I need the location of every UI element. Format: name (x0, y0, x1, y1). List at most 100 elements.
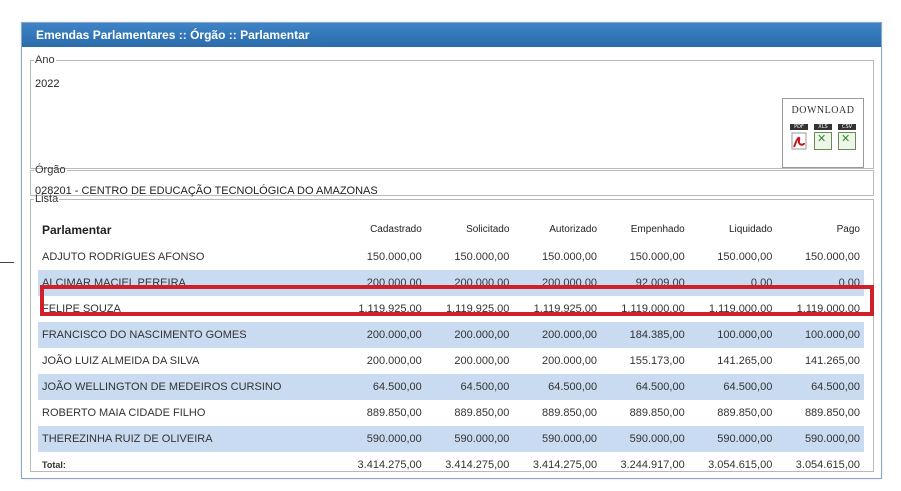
download-title: DOWNLOAD (791, 105, 855, 116)
cell-cadastrado: 590.000,00 (338, 426, 426, 452)
cell-pago: 150.000,00 (804, 251, 860, 263)
cell-autorizado: 590.000,00 (513, 426, 602, 452)
cell-autorizado: 200.000,00 (542, 355, 598, 367)
xls-tag: XLS (814, 124, 832, 130)
lista-fieldset: Lista Parlamentar Cadastrado Solicitado … (30, 193, 874, 472)
cell-pago: 1.119.000,00 (796, 303, 860, 315)
col-cadastrado[interactable]: Cadastrado (338, 215, 426, 244)
table-header-row: Parlamentar Cadastrado Solicitado Autori… (38, 215, 864, 244)
total-pago: 3.054.615,00 (795, 459, 860, 471)
csv-tag: CSV (838, 124, 856, 130)
col-liquidado[interactable]: Liquidado (688, 215, 777, 244)
pdf-icon (791, 132, 807, 150)
xls-icon (814, 132, 832, 150)
download-csv-button[interactable]: CSV (838, 124, 856, 150)
cell-cadastrado: 1.119.925,00 (358, 303, 422, 315)
total-cadastrado: 3.414.275,00 (357, 459, 422, 471)
cell-pago: 64.500,00 (776, 374, 864, 400)
cell-empenhado: 150.000,00 (629, 251, 685, 263)
cell-autorizado: 200.000,00 (513, 322, 602, 348)
cell-empenhado: 590.000,00 (601, 426, 689, 452)
cell-solicitado: 200.000,00 (425, 270, 514, 296)
cell-autorizado: 889.850,00 (542, 407, 598, 419)
cell-parlamentar: FRANCISCO DO NASCIMENTO GOMES (38, 322, 339, 348)
download-xls-button[interactable]: XLS (814, 124, 832, 150)
cell-autorizado: 150.000,00 (542, 251, 598, 263)
table-row: ADJUTO RODRIGUES AFONSO 150.000,00 150.0… (38, 244, 864, 270)
cell-solicitado: 200.000,00 (425, 322, 514, 348)
cell-liquidado: 590.000,00 (688, 426, 777, 452)
cell-cadastrado: 889.850,00 (366, 407, 422, 419)
table-row: JOÃO LUIZ ALMEIDA DA SILVA 200.000,00 20… (38, 348, 864, 374)
cell-parlamentar: ROBERTO MAIA CIDADE FILHO (42, 407, 206, 419)
emendas-panel: Emendas Parlamentares :: Órgão :: Parlam… (21, 22, 882, 479)
cell-liquidado: 150.000,00 (717, 251, 773, 263)
margin-tick (0, 262, 14, 263)
cell-pago: 0,00 (776, 270, 864, 296)
total-row: Total: 3.414.275,00 3.414.275,00 3.414.2… (38, 452, 864, 478)
table-row: ALCIMAR MACIEL PEREIRA 200.000,00 200.00… (38, 270, 864, 296)
cell-cadastrado: 200.000,00 (366, 355, 422, 367)
orgao-legend: Órgão (35, 164, 66, 176)
cell-liquidado: 100.000,00 (688, 322, 777, 348)
download-pdf-button[interactable]: PDF (790, 124, 808, 150)
cell-liquidado: 0,00 (688, 270, 777, 296)
lista-legend: Lista (35, 193, 59, 205)
cell-empenhado: 92.009,00 (601, 270, 689, 296)
cell-solicitado: 1.119.925,00 (446, 303, 510, 315)
cell-cadastrado: 200.000,00 (338, 322, 426, 348)
cell-liquidado: 141.265,00 (717, 355, 773, 367)
cell-empenhado: 155.173,00 (629, 355, 685, 367)
col-pago[interactable]: Pago (776, 215, 864, 244)
emendas-table: Parlamentar Cadastrado Solicitado Autori… (38, 215, 864, 478)
orgao-value: 028201 - CENTRO DE EDUCAÇÃO TECNOLÓGICA … (35, 185, 378, 197)
cell-parlamentar: FELIPE SOUZA (42, 303, 121, 315)
cell-parlamentar: ALCIMAR MACIEL PEREIRA (38, 270, 339, 296)
ano-value: 2022 (35, 78, 60, 90)
ano-fieldset: Ano 2022 DOWNLOAD PDF XLS CSV (30, 54, 874, 169)
cell-liquidado: 1.119.000,00 (708, 303, 773, 315)
cell-solicitado: 200.000,00 (454, 355, 510, 367)
total-autorizado: 3.414.275,00 (532, 459, 598, 471)
panel-title: Emendas Parlamentares :: Órgão :: Parlam… (22, 23, 881, 47)
col-empenhado[interactable]: Empenhado (601, 215, 689, 244)
total-empenhado: 3.244.917,00 (620, 459, 685, 471)
cell-parlamentar: THEREZINHA RUIZ DE OLIVEIRA (38, 426, 339, 452)
cell-pago: 590.000,00 (776, 426, 864, 452)
cell-cadastrado: 64.500,00 (338, 374, 426, 400)
col-parlamentar[interactable]: Parlamentar (38, 215, 339, 244)
cell-parlamentar: JOÃO LUIZ ALMEIDA DA SILVA (42, 355, 200, 367)
cell-solicitado: 150.000,00 (454, 251, 510, 263)
cell-solicitado: 64.500,00 (425, 374, 514, 400)
cell-empenhado: 1.119.000,00 (621, 303, 685, 315)
total-label: Total: (42, 460, 66, 470)
pdf-tag: PDF (790, 124, 808, 130)
cell-solicitado: 889.850,00 (454, 407, 510, 419)
orgao-fieldset: Órgão 028201 - CENTRO DE EDUCAÇÃO TECNOL… (30, 164, 874, 197)
cell-cadastrado: 150.000,00 (366, 251, 422, 263)
cell-empenhado: 889.850,00 (629, 407, 685, 419)
cell-pago: 100.000,00 (776, 322, 864, 348)
cell-liquidado: 64.500,00 (688, 374, 777, 400)
cell-pago: 889.850,00 (804, 407, 860, 419)
cell-autorizado: 64.500,00 (513, 374, 602, 400)
table-row: FELIPE SOUZA 1.119.925,00 1.119.925,00 1… (38, 296, 864, 322)
total-solicitado: 3.414.275,00 (445, 459, 510, 471)
table-row: ROBERTO MAIA CIDADE FILHO 889.850,00 889… (38, 400, 864, 426)
cell-cadastrado: 200.000,00 (338, 270, 426, 296)
ano-legend: Ano (35, 54, 55, 66)
total-liquidado: 3.054.615,00 (708, 459, 773, 471)
cell-empenhado: 64.500,00 (601, 374, 689, 400)
col-solicitado[interactable]: Solicitado (425, 215, 514, 244)
download-box: DOWNLOAD PDF XLS CSV (782, 98, 864, 168)
cell-solicitado: 590.000,00 (425, 426, 514, 452)
cell-liquidado: 889.850,00 (717, 407, 773, 419)
cell-parlamentar: ADJUTO RODRIGUES AFONSO (42, 251, 205, 263)
cell-empenhado: 184.385,00 (601, 322, 689, 348)
cell-autorizado: 1.119.925,00 (533, 303, 598, 315)
csv-icon (838, 132, 856, 150)
table-row: FRANCISCO DO NASCIMENTO GOMES 200.000,00… (38, 322, 864, 348)
cell-autorizado: 200.000,00 (513, 270, 602, 296)
cell-parlamentar: JOÃO WELLINGTON DE MEDEIROS CURSINO (38, 374, 339, 400)
col-autorizado[interactable]: Autorizado (513, 215, 602, 244)
